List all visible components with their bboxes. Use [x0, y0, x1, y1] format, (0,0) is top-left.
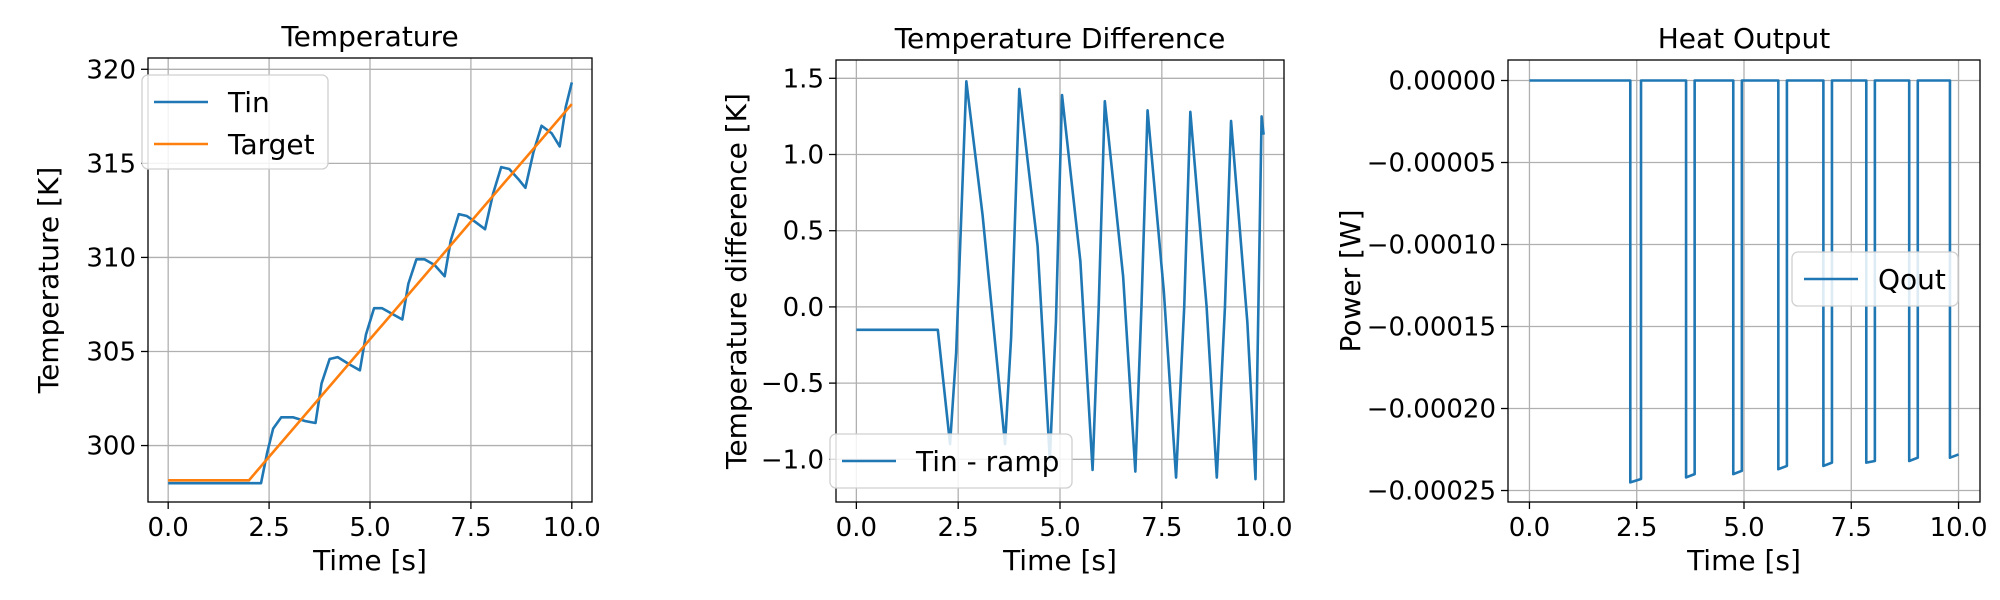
- plot-frame: [835, 59, 1285, 503]
- legend-entry: Target: [227, 128, 315, 161]
- legend-entry: Qout: [1878, 263, 1946, 296]
- y-tick-label: 0.5: [783, 217, 824, 247]
- x-tick-label: 10.0: [1930, 513, 1988, 543]
- x-axis-label: Time [s]: [312, 544, 427, 577]
- y-tick-label: 300: [86, 432, 136, 462]
- y-tick-label: −0.5: [761, 369, 824, 399]
- y-axis-label: Temperature difference [K]: [720, 93, 753, 470]
- x-tick-label: 5.0: [1723, 513, 1764, 543]
- y-tick-label: 305: [86, 337, 136, 367]
- y-tick-label: −0.00010: [1367, 231, 1496, 261]
- series-line-tin-ramp: [856, 80, 1265, 481]
- y-tick-label: 1.5: [783, 64, 824, 94]
- y-tick-label: −0.00020: [1367, 395, 1496, 425]
- y-tick-label: 0.00000: [1388, 67, 1496, 97]
- legend-box: [141, 74, 329, 170]
- y-tick-label: −0.00005: [1367, 149, 1496, 179]
- x-tick-label: 0.0: [1509, 513, 1550, 543]
- chart-title: Heat Output: [1658, 22, 1831, 55]
- legend: Qout: [1791, 251, 1959, 307]
- x-axis-label: Time [s]: [1002, 544, 1117, 577]
- y-tick-label: 0.0: [783, 293, 824, 323]
- x-axis-label: Time [s]: [1686, 544, 1801, 577]
- y-tick-label: −0.00015: [1367, 313, 1496, 343]
- chart-3: 0.0 2.5 5.0 7.5 10.0 0.00000 −0.00005 −0.00010 −…: [1334, 22, 1987, 577]
- x-tick-label: 10.0: [1235, 513, 1293, 543]
- x-tick-label: 0.0: [148, 513, 189, 543]
- legend-box: [1791, 251, 1959, 307]
- legend-entry: Tin - ramp: [915, 445, 1059, 478]
- x-tick-label: 10.0: [543, 513, 601, 543]
- y-axis-label: Power [W]: [1334, 209, 1367, 352]
- y-tick-label: 320: [86, 55, 136, 85]
- chart-title: Temperature: [280, 20, 458, 53]
- plot-frame: [1507, 59, 1981, 503]
- chart-2: 0.0 2.5 5.0 7.5 10.0 −1.0 −0.5 0.0 0.5 1.0 1.5 Temp…: [720, 22, 1293, 577]
- chart-1: 0.0 2.5 5.0 7.5 10.0 300 305 310 315 320 Temperatu…: [32, 20, 601, 577]
- chart-title: Temperature Difference: [894, 22, 1226, 55]
- legend-entry: Tin: [227, 86, 270, 119]
- x-tick-label: 5.0: [349, 513, 390, 543]
- series-line-tin: [168, 82, 574, 485]
- x-tick-label: 5.0: [1039, 513, 1080, 543]
- x-tick-label: 7.5: [1141, 513, 1182, 543]
- y-tick-label: 1.0: [783, 140, 824, 170]
- y-tick-label: −1.0: [761, 445, 824, 475]
- y-tick-label: 310: [86, 243, 136, 273]
- series-line-target: [168, 103, 573, 482]
- series-line-qout: [1529, 79, 1960, 484]
- y-axis-label: Temperature [K]: [32, 167, 65, 394]
- x-tick-label: 2.5: [938, 513, 979, 543]
- legend-box: [829, 433, 1073, 489]
- plot-frame: [147, 57, 593, 503]
- x-tick-label: 0.0: [836, 513, 877, 543]
- y-tick-label: −0.00025: [1367, 477, 1496, 507]
- legend: Tin - ramp: [829, 433, 1073, 489]
- x-tick-label: 7.5: [450, 513, 491, 543]
- x-tick-label: 2.5: [248, 513, 289, 543]
- legend: Tin Target: [141, 74, 329, 170]
- x-tick-label: 2.5: [1616, 513, 1657, 543]
- x-tick-label: 7.5: [1831, 513, 1872, 543]
- y-tick-label: 315: [86, 149, 136, 179]
